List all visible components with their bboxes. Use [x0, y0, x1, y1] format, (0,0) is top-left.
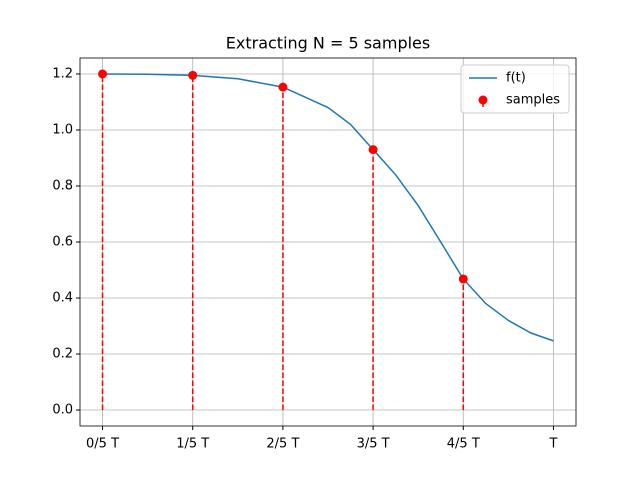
- x-tick-label: 3/5 T: [357, 437, 390, 452]
- y-tick-label: 0.2: [52, 347, 73, 362]
- y-tick-label: 0.4: [52, 291, 73, 306]
- legend-label: samples: [506, 93, 560, 108]
- axes-frame: [79, 57, 577, 427]
- sample-point: [98, 69, 108, 79]
- sample-point: [278, 82, 288, 92]
- x-tick-label: 1/5 T: [176, 437, 209, 452]
- y-tick-label: 0.0: [52, 403, 73, 418]
- x-tick-label: 2/5 T: [266, 437, 299, 452]
- x-tick-label: 4/5 T: [447, 437, 480, 452]
- sample-point: [368, 145, 378, 155]
- y-tick-label: 1.2: [52, 66, 73, 81]
- y-tick-label: 1.0: [52, 122, 73, 137]
- legend-swatch: [478, 95, 488, 105]
- x-tick-label: T: [548, 437, 557, 452]
- line-series: [102, 73, 554, 342]
- sample-point: [458, 274, 468, 284]
- x-tick-label: 0/5 T: [86, 437, 119, 452]
- legend-label: f(t): [506, 71, 526, 86]
- sample-point: [188, 70, 198, 80]
- y-tick-label: 0.8: [52, 178, 73, 193]
- chart-title: Extracting N = 5 samples: [226, 34, 430, 53]
- y-tick-label: 0.6: [52, 235, 73, 250]
- legend-box: [460, 64, 570, 114]
